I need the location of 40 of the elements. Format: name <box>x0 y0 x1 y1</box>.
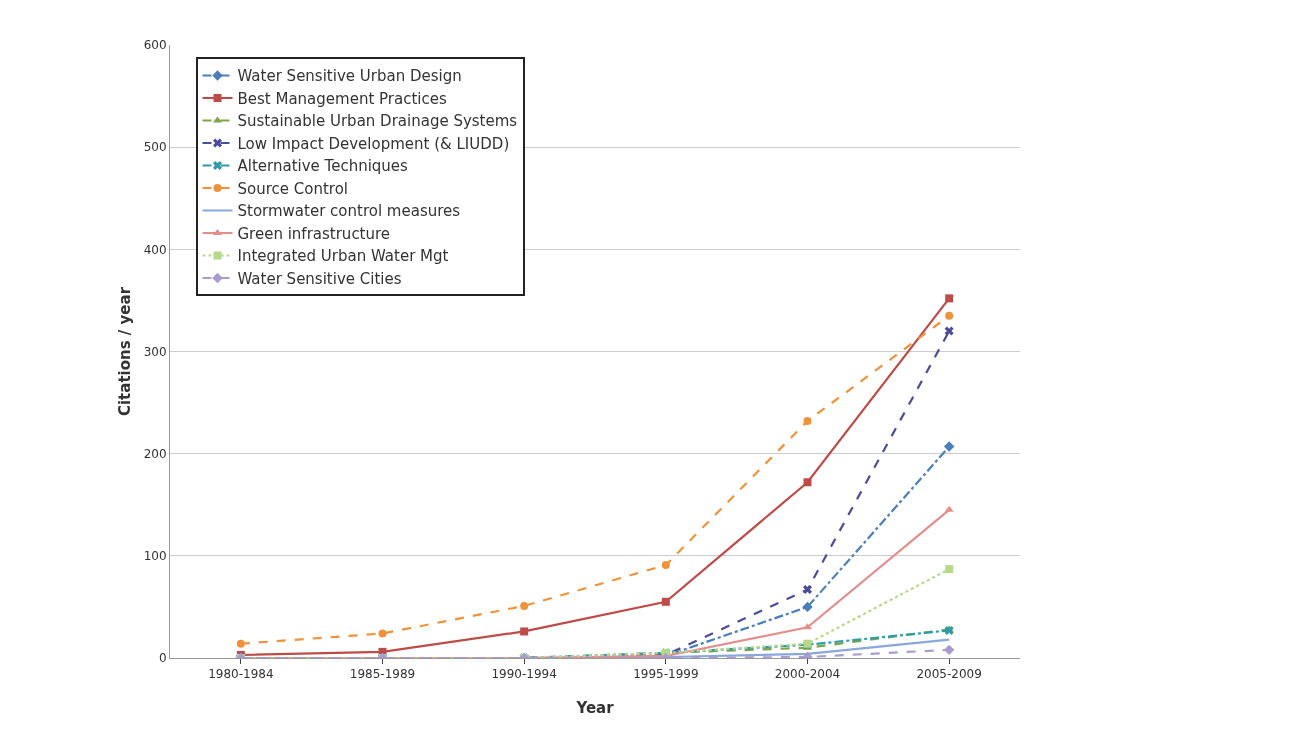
point <box>945 294 954 303</box>
x-tick-label: 2000-2004 <box>774 667 841 682</box>
y-tick-label: 200 <box>143 446 167 461</box>
y-tick-label: 400 <box>143 242 167 257</box>
point <box>661 561 670 570</box>
legend-label: Alternative Techniques <box>237 157 409 176</box>
legend-label: Integrated Urban Water Mgt <box>237 247 449 266</box>
y-tick-label: 100 <box>143 549 167 564</box>
legend-label: Water Sensitive Cities <box>237 269 402 288</box>
point <box>802 601 813 613</box>
legend-label: Source Control <box>237 179 349 198</box>
point <box>943 441 955 452</box>
point <box>236 639 245 648</box>
point <box>802 585 813 595</box>
y-tick-label: 0 <box>158 651 167 666</box>
x-tick-label: 1995-1999 <box>633 667 699 682</box>
point <box>520 627 529 636</box>
y-tick-label: 500 <box>143 140 167 155</box>
y-axis-title: Citations / year <box>116 286 134 417</box>
x-tick-label: 2005-2009 <box>916 667 982 682</box>
point <box>661 597 670 606</box>
point <box>803 478 812 487</box>
point <box>520 601 529 610</box>
y-tick-label: 300 <box>143 344 167 359</box>
legend-label: Best Management Practices <box>237 89 447 108</box>
legend-label: Green infrastructure <box>237 224 391 243</box>
point <box>945 565 954 574</box>
point <box>378 629 387 638</box>
x-tick-label: 1990-1994 <box>491 667 557 682</box>
point <box>944 326 954 336</box>
point <box>945 311 954 320</box>
x-tick-label: 1980-1984 <box>208 667 274 682</box>
legend-label: Water Sensitive Urban Design <box>237 67 462 86</box>
x-axis-title: Year <box>575 699 615 717</box>
legend-label: Low Impact Development (& LIUDD) <box>237 134 510 153</box>
legend-label: Sustainable Urban Drainage Systems <box>237 112 518 131</box>
y-tick-label: 600 <box>143 38 167 53</box>
x-tick-label: 1985-1989 <box>349 667 416 682</box>
point <box>803 416 812 425</box>
legend-label: Stormwater control measures <box>237 202 461 221</box>
